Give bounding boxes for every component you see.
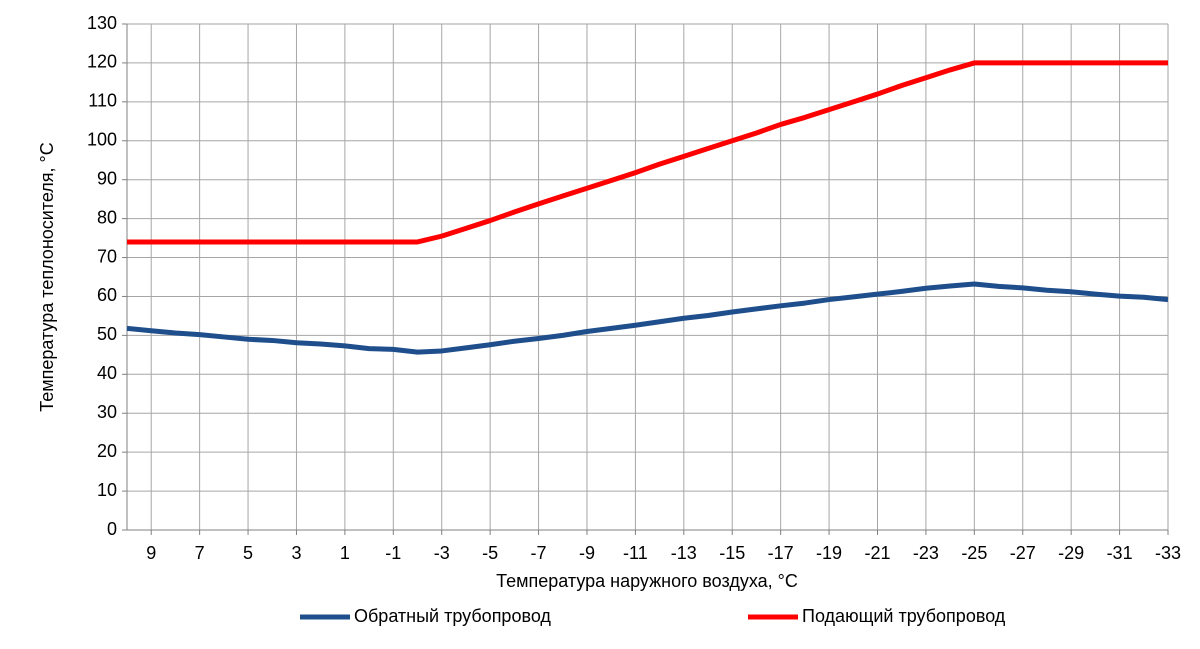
x-tick-label: -13: [671, 543, 697, 563]
y-tick-label: 20: [97, 441, 117, 461]
x-tick-label: -5: [482, 543, 498, 563]
data-line: [126, 281, 1169, 355]
y-tick-label: 50: [97, 324, 117, 344]
x-tick-label: -3: [434, 543, 450, 563]
y-tick-label: 80: [97, 207, 117, 227]
x-tick-label: -17: [768, 543, 794, 563]
y-axis-label: Температура теплоносителя, °С: [37, 142, 57, 411]
x-tick-label: 7: [195, 543, 205, 563]
x-axis-label: Температура наружного воздуха, °С: [496, 571, 798, 591]
data-line: [127, 60, 1168, 245]
x-tick-label: -23: [913, 543, 939, 563]
x-tick-label: -9: [579, 543, 595, 563]
x-tick-label: -19: [816, 543, 842, 563]
y-tick-label: 30: [97, 402, 117, 422]
legend-label: Обратный трубопровод: [354, 606, 551, 626]
y-tick-label: 40: [97, 363, 117, 383]
x-tick-label: 9: [146, 543, 156, 563]
x-tick-label: -33: [1155, 543, 1181, 563]
y-tick-label: 60: [97, 285, 117, 305]
x-tick-label: 5: [243, 543, 253, 563]
legend-label: Подающий трубопровод: [802, 606, 1006, 626]
x-tick-label: -15: [719, 543, 745, 563]
x-tick-label: -27: [1010, 543, 1036, 563]
x-tick-label: -31: [1107, 543, 1133, 563]
y-tick-label: 10: [97, 480, 117, 500]
x-tick-label: -11: [623, 543, 648, 563]
y-tick-label: 130: [87, 13, 117, 33]
y-tick-label: 100: [87, 130, 117, 150]
x-tick-label: -1: [385, 543, 401, 563]
x-tick-label: -7: [531, 543, 547, 563]
y-tick-label: 110: [88, 91, 117, 111]
y-tick-label: 90: [97, 168, 117, 188]
x-tick-label: -29: [1058, 543, 1084, 563]
y-tick-label: 120: [87, 52, 117, 72]
y-tick-label: 70: [97, 246, 117, 266]
x-tick-label: -25: [961, 543, 987, 563]
x-tick-label: 1: [340, 543, 350, 563]
y-tick-label: 0: [107, 519, 117, 539]
x-tick-label: 3: [291, 543, 301, 563]
x-tick-label: -21: [864, 543, 890, 563]
